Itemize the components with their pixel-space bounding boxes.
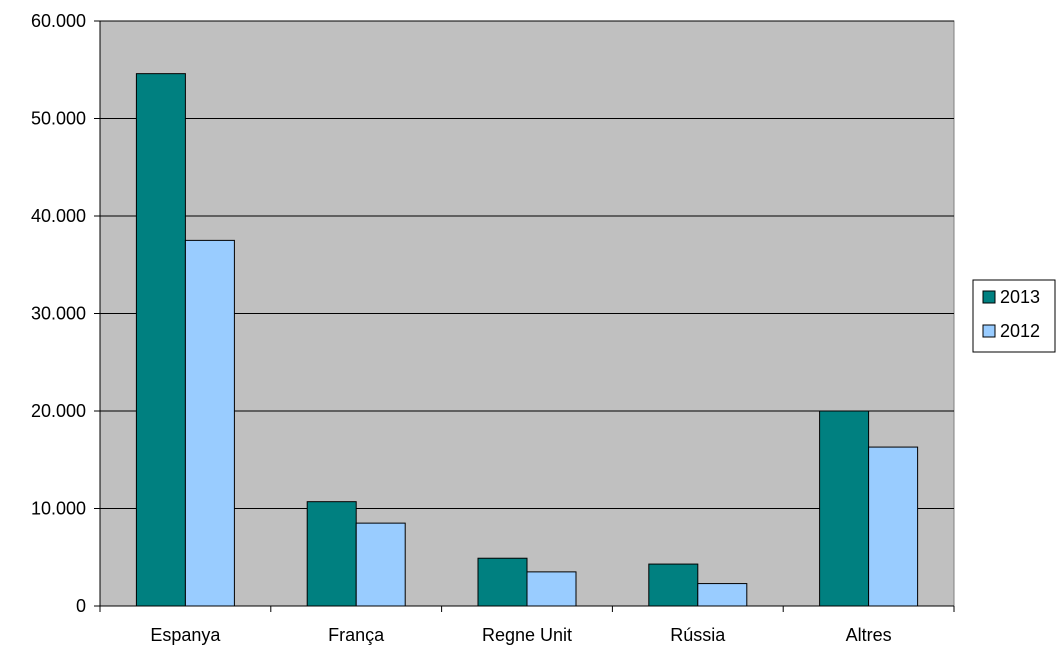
bar-2013-altres <box>819 410 870 607</box>
x-tick-label: Altres <box>846 625 892 645</box>
bar-2013-regne-unit <box>477 557 528 607</box>
legend-label-2012: 2012 <box>1000 321 1040 341</box>
bar-2012-altres <box>868 446 919 607</box>
bar-2012-espanya <box>184 239 235 607</box>
y-tick-label: 30.000 <box>31 304 86 324</box>
legend-swatch-2012 <box>982 324 996 338</box>
x-tick-label: Regne Unit <box>482 625 572 645</box>
bar-2012-frança <box>355 522 406 607</box>
legend-swatch-2013 <box>982 290 996 304</box>
bar-2013-frança <box>306 501 357 607</box>
y-tick-label: 50.000 <box>31 109 86 129</box>
bar-2012-rússia <box>697 583 748 607</box>
x-tick-label: Rússia <box>670 625 726 645</box>
y-tick-label: 0 <box>76 596 86 616</box>
legend-label-2013: 2013 <box>1000 287 1040 307</box>
bar-2013-rússia <box>648 563 699 607</box>
bar-2012-regne-unit <box>526 571 577 607</box>
x-tick-label: França <box>328 625 385 645</box>
y-tick-label: 40.000 <box>31 206 86 226</box>
x-tick-label: Espanya <box>150 625 221 645</box>
y-tick-label: 10.000 <box>31 499 86 519</box>
y-tick-label: 60.000 <box>31 11 86 31</box>
plot-area: 0 10.000 20.000 30.000 40.000 50.000 60.000 Esp… <box>31 11 955 645</box>
legend: 2013 2012 <box>972 279 1056 353</box>
y-tick-label: 20.000 <box>31 401 86 421</box>
bar-2013-espanya <box>135 73 186 607</box>
